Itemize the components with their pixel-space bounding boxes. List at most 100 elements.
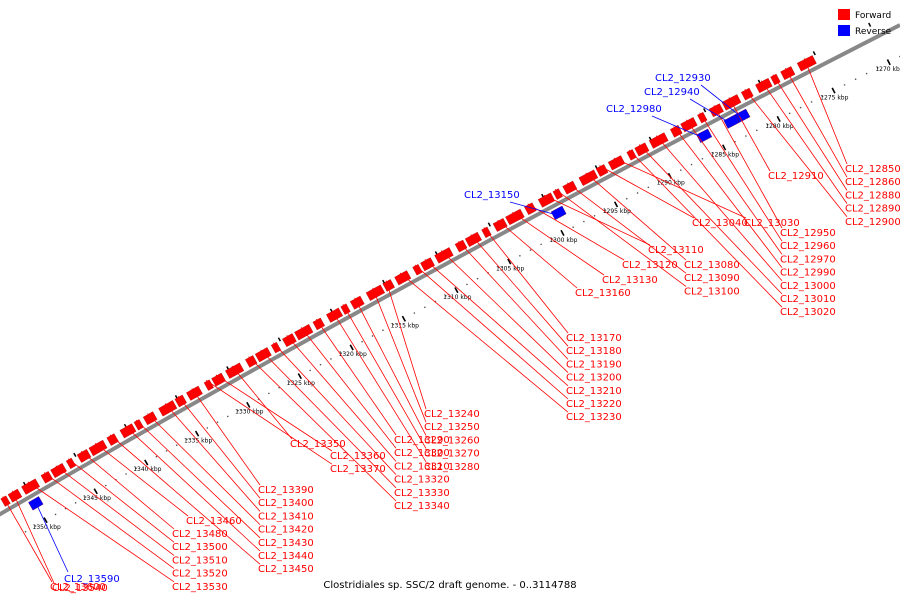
forward-gene xyxy=(524,202,537,216)
forward-leader-line xyxy=(527,203,625,261)
forward-gene-label: CL2_13500 xyxy=(172,542,228,553)
forward-gene-label: CL2_12950 xyxy=(780,228,836,239)
scale-dot xyxy=(583,220,585,223)
map-caption: Clostridiales sp. SSC/2 draft genome. - … xyxy=(323,580,576,591)
forward-gene xyxy=(21,478,41,495)
scale-dot xyxy=(288,381,291,383)
scale-dot xyxy=(216,421,219,423)
forward-gene-label: CL2_13100 xyxy=(684,286,740,297)
forward-gene xyxy=(365,284,386,301)
forward-leader-line xyxy=(585,172,687,261)
forward-gene-label: CL2_13000 xyxy=(780,281,836,292)
scale-tick xyxy=(297,373,302,380)
forward-leader-line xyxy=(43,472,175,569)
scale-dot xyxy=(529,249,532,251)
forward-leader-line xyxy=(67,458,175,543)
forward-gene-label: CL2_13020 xyxy=(780,307,836,318)
inner-tick xyxy=(73,452,77,457)
genome-backbone xyxy=(0,23,900,517)
forward-gene xyxy=(245,355,258,368)
scale-dot xyxy=(206,427,209,429)
scale-tick xyxy=(722,144,727,151)
forward-gene xyxy=(312,317,326,331)
forward-gene xyxy=(537,192,555,208)
forward-gene-label: CL2_13190 xyxy=(566,359,622,370)
scale-dot xyxy=(34,525,37,527)
forward-gene xyxy=(294,324,314,341)
forward-gene-label: CL2_13260 xyxy=(424,435,480,446)
forward-leader-line xyxy=(215,374,333,452)
reverse-gene xyxy=(723,114,740,129)
forward-gene-label: CL2_13200 xyxy=(566,373,622,384)
scale-dot xyxy=(445,295,447,297)
forward-gene xyxy=(119,423,137,439)
forward-gene-label: CL2_12850 xyxy=(845,164,900,175)
scale-dot xyxy=(843,84,846,86)
forward-leader-line xyxy=(191,388,261,486)
scale-tick xyxy=(831,87,836,94)
scale-dot xyxy=(593,215,596,217)
scale-dot xyxy=(371,335,374,337)
scale-tick-label: 1350 kbp xyxy=(33,524,61,531)
forward-gene xyxy=(76,449,92,463)
forward-gene-label: CL2_13030 xyxy=(744,218,800,229)
forward-leader-line xyxy=(231,365,293,440)
scale-dot xyxy=(876,67,879,69)
legend-label-forward: Forward xyxy=(855,11,891,21)
forward-leader-line xyxy=(760,80,848,204)
forward-gene-label: CL2_13090 xyxy=(684,273,740,284)
scale-dot xyxy=(424,306,426,309)
reverse-gene-label: CL2_12940 xyxy=(644,87,700,98)
scale-tick-label: 1315 kbp xyxy=(391,323,419,330)
scale-dot xyxy=(701,157,704,160)
forward-leader-line xyxy=(566,182,687,274)
forward-gene xyxy=(106,433,119,446)
scale-dot xyxy=(540,243,542,246)
inner-tick xyxy=(277,337,282,342)
forward-gene-label: CL2_13600 xyxy=(50,582,106,593)
reverse-leader-line xyxy=(37,506,69,573)
forward-gene-label: CL2_12890 xyxy=(845,204,900,215)
forward-gene xyxy=(394,270,412,286)
forward-gene xyxy=(158,400,178,417)
forward-leader-line xyxy=(744,89,848,218)
forward-gene-label: CL2_13170 xyxy=(566,333,622,344)
scale-dot xyxy=(854,78,857,80)
reverse-leader-line xyxy=(689,98,734,126)
reverse-gene-label: CL2_13150 xyxy=(464,190,520,201)
inner-tick xyxy=(703,108,707,113)
forward-leader-line xyxy=(81,450,175,530)
forward-gene xyxy=(282,333,297,348)
forward-gene-label: CL2_13310 xyxy=(394,461,450,472)
scale-dot xyxy=(636,192,639,194)
forward-gene-label: CL2_13400 xyxy=(258,498,314,509)
scale-tick xyxy=(776,115,781,122)
inner-tick xyxy=(812,51,816,56)
scale-dot xyxy=(604,209,607,211)
forward-gene-label: CL2_13390 xyxy=(258,485,314,496)
forward-gene xyxy=(740,87,754,101)
scale-tick-label: 1285 kbp xyxy=(711,151,739,158)
scale-dot xyxy=(226,415,229,418)
forward-gene-label: CL2_13480 xyxy=(172,529,228,540)
forward-leader-line xyxy=(164,403,261,512)
forward-gene xyxy=(211,372,226,387)
forward-leader-line xyxy=(273,342,397,475)
scale-tick xyxy=(560,229,565,236)
forward-gene xyxy=(434,247,454,264)
forward-gene xyxy=(648,132,669,149)
forward-gene xyxy=(142,411,158,426)
forward-gene-label: CL2_13040 xyxy=(692,218,748,229)
forward-gene-label: CL2_12970 xyxy=(780,254,836,265)
inner-tick xyxy=(868,22,872,27)
forward-leader-line xyxy=(399,272,569,413)
forward-gene xyxy=(562,180,578,195)
reverse-gene xyxy=(28,496,44,511)
scale-dot xyxy=(690,163,693,166)
forward-leader-line xyxy=(300,327,397,449)
scale-tick-label: 1280 kbp xyxy=(765,123,793,130)
scale-tick xyxy=(349,344,354,351)
scale-dot xyxy=(821,95,824,98)
forward-leader-line xyxy=(424,259,569,387)
